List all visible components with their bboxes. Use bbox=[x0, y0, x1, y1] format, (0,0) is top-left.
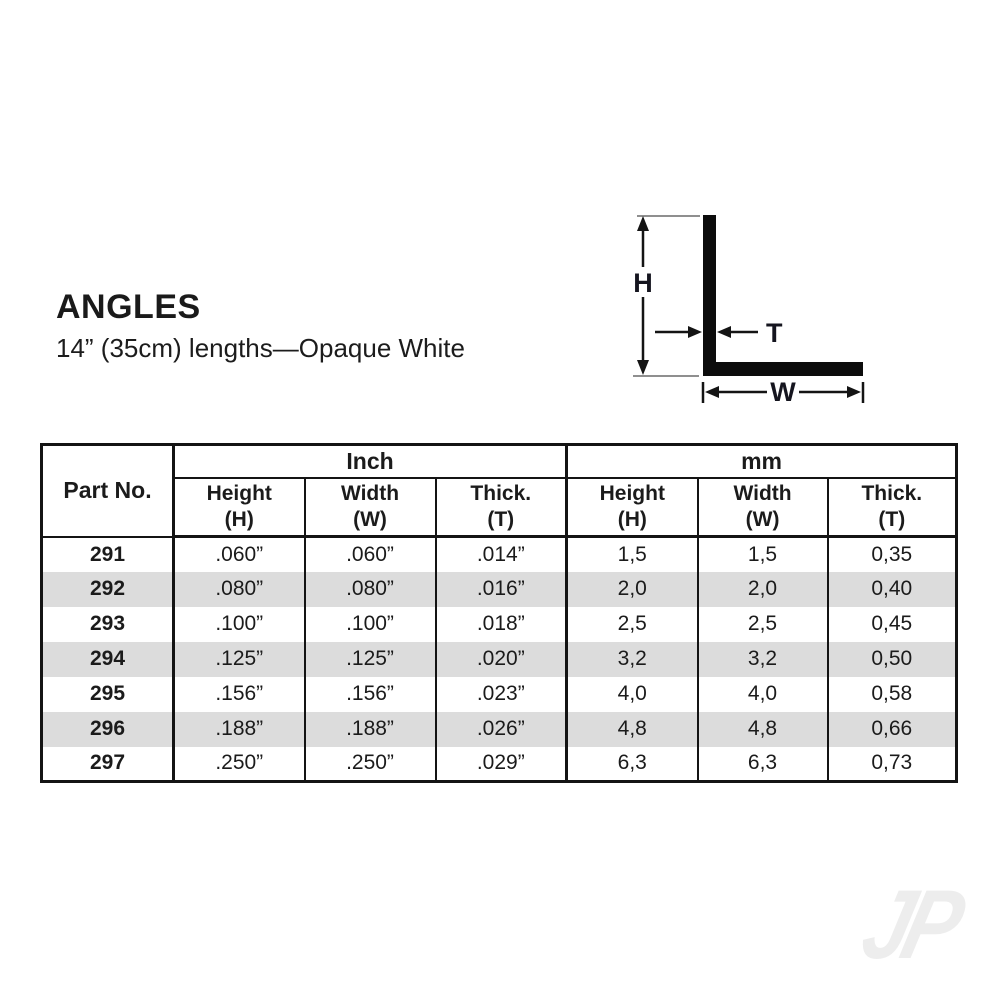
col-header-part-no: Part No. bbox=[41, 444, 174, 538]
mm-width-value: 1,5 bbox=[696, 536, 828, 572]
inch-height-value: .060” bbox=[172, 536, 305, 572]
part-number: 296 bbox=[41, 711, 174, 747]
arrowhead-up-icon bbox=[637, 216, 649, 231]
part-number: 297 bbox=[89, 751, 126, 775]
spec-table-wrap: Part No. Inch mm Height (H) Width (W) Thic… bbox=[40, 443, 959, 783]
mm-height-value: 2,0 bbox=[565, 571, 698, 607]
part-number: 292 bbox=[41, 571, 174, 607]
angle-horizontal-leg bbox=[703, 362, 863, 376]
inch-thick-value: .020” bbox=[434, 641, 567, 677]
inch-width-value: .060” bbox=[303, 536, 436, 572]
mm-height-value: 1,5 bbox=[565, 536, 698, 572]
table-row: 291 .060” .060” .014” 1,5 1,5 0,35 bbox=[42, 536, 957, 572]
inch-height-value: .080” bbox=[172, 571, 305, 607]
table-group-header-row: Part No. Inch mm bbox=[41, 444, 957, 538]
table-row: 292 .080” .080” .016” 2,0 2,0 0,40 bbox=[41, 571, 957, 607]
inch-thick-value: .016” bbox=[434, 571, 567, 607]
title-block: ANGLES 14” (35cm) lengths—Opaque White bbox=[56, 288, 465, 364]
mm-width-value: 4,8 bbox=[696, 711, 828, 747]
table-row: 297 .250” .250” .029” 6,3 6,3 0,73 bbox=[42, 746, 957, 782]
mm-width-value: 3,2 bbox=[696, 641, 828, 677]
mm-height-value: 6,3 bbox=[565, 746, 698, 782]
part-number: 295 bbox=[89, 682, 126, 705]
table-row: 293 .100” .100” .018” 2,5 2,5 0,45 bbox=[42, 606, 957, 642]
inch-thick-value: .029” bbox=[434, 746, 567, 782]
col-group-inch: Inch bbox=[171, 444, 567, 479]
col-header-inch-thick: Thick. (T) bbox=[434, 477, 567, 538]
inch-width-value: .125” bbox=[303, 641, 436, 677]
inch-width-value: .100” bbox=[303, 606, 436, 642]
arrowhead-down-icon bbox=[637, 360, 649, 375]
col-group-mm: mm bbox=[565, 444, 957, 479]
angle-profile-diagram: H T W bbox=[633, 215, 865, 407]
part-number: 294 bbox=[41, 641, 174, 677]
mm-thick-value: 0,50 bbox=[826, 641, 957, 677]
mm-thick-value: 0,58 bbox=[826, 676, 957, 712]
arrowhead-left-icon bbox=[705, 386, 719, 398]
dim-label-w: W bbox=[770, 377, 796, 407]
inch-thick-value: .018” bbox=[434, 606, 567, 642]
mm-thick-value: 0,40 bbox=[826, 571, 957, 607]
inch-height-value: .100” bbox=[172, 606, 305, 642]
angles-spec-table: Part No. Inch mm Height (H) Width (W) Thic… bbox=[40, 443, 959, 783]
jp-watermark-logo: JP bbox=[852, 869, 969, 979]
arrowhead-right-icon bbox=[847, 386, 861, 398]
dim-label-h: H bbox=[633, 268, 653, 298]
table-row: 296 .188” .188” .026” 4,8 4,8 0,66 bbox=[41, 711, 957, 747]
table-row: 295 .156” .156” .023” 4,0 4,0 0,58 bbox=[42, 676, 957, 712]
mm-thick-value: 0,45 bbox=[826, 606, 957, 642]
mm-thick-value: 0,35 bbox=[826, 536, 957, 572]
col-header-mm-thick: Thick. (T) bbox=[826, 477, 957, 538]
inch-height-value: .188” bbox=[172, 711, 305, 747]
mm-width-value: 4,0 bbox=[696, 676, 828, 712]
part-number: 291 bbox=[89, 542, 126, 566]
arrowhead-left-icon bbox=[717, 326, 731, 338]
mm-width-value: 2,0 bbox=[696, 571, 828, 607]
inch-height-value: .250” bbox=[172, 746, 305, 782]
col-header-mm-width: Width (W) bbox=[696, 477, 828, 538]
mm-height-value: 4,0 bbox=[565, 676, 698, 712]
page-subtitle: 14” (35cm) lengths—Opaque White bbox=[56, 333, 465, 363]
table-subheader-row: Height (H) Width (W) Thick. (T) Height (H) W… bbox=[42, 477, 957, 538]
inch-thick-value: .026” bbox=[434, 711, 567, 747]
inch-width-value: .188” bbox=[303, 711, 436, 747]
arrowhead-right-icon bbox=[688, 326, 702, 338]
part-number: 293 bbox=[89, 612, 126, 635]
col-header-inch-width: Width (W) bbox=[303, 477, 436, 538]
mm-width-value: 6,3 bbox=[696, 746, 828, 782]
table-row: 294 .125” .125” .020” 3,2 3,2 0,50 bbox=[41, 641, 957, 677]
col-header-mm-height: Height (H) bbox=[565, 477, 698, 538]
inch-width-value: .080” bbox=[303, 571, 436, 607]
angle-vertical-leg bbox=[703, 215, 716, 376]
inch-width-value: .250” bbox=[303, 746, 436, 782]
inch-width-value: .156” bbox=[303, 676, 436, 712]
dim-label-t: T bbox=[766, 318, 783, 348]
inch-height-value: .125” bbox=[172, 641, 305, 677]
mm-width-value: 2,5 bbox=[696, 606, 828, 642]
page-title: ANGLES bbox=[56, 288, 201, 326]
mm-thick-value: 0,66 bbox=[826, 711, 957, 747]
inch-thick-value: .014” bbox=[434, 536, 567, 572]
mm-height-value: 4,8 bbox=[565, 711, 698, 747]
inch-thick-value: .023” bbox=[434, 676, 567, 712]
mm-height-value: 2,5 bbox=[565, 606, 698, 642]
col-header-inch-height: Height (H) bbox=[172, 477, 305, 538]
mm-thick-value: 0,73 bbox=[826, 746, 957, 782]
mm-height-value: 3,2 bbox=[565, 641, 698, 677]
inch-height-value: .156” bbox=[172, 676, 305, 712]
